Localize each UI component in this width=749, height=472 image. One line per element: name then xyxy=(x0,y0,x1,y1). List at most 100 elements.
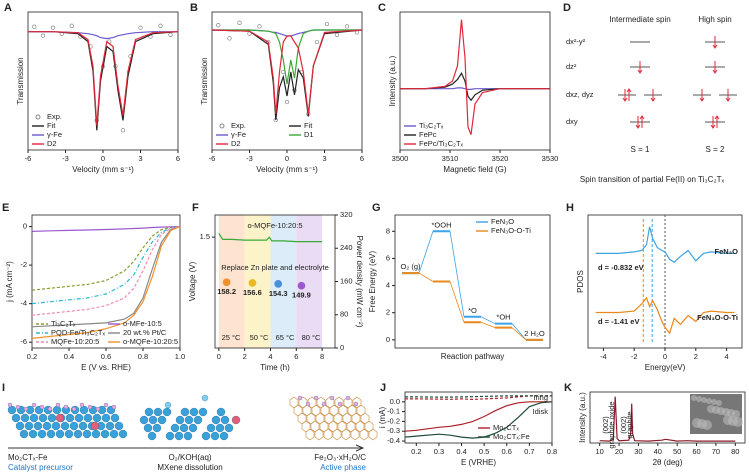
x-tick-label: 3510 xyxy=(442,154,459,163)
step-label: O₂ (g) xyxy=(401,262,421,271)
x-tick-label: 1.0 xyxy=(175,352,185,361)
atom xyxy=(7,402,13,408)
chart: E 0.2 0.4 0.6 0.8 1.0 -6 -4 -2 0 E (V vs. RHE) j (m… xyxy=(2,202,185,372)
caption: Spin transition of partial Fe(II) on Ti₃… xyxy=(580,175,725,184)
atom xyxy=(183,431,193,441)
orbital-label: dx²-y² xyxy=(566,37,586,46)
x-tick-label: 80 xyxy=(731,447,739,456)
annotation: FeN₃O xyxy=(715,247,739,256)
graphene-cell xyxy=(305,428,315,441)
atom xyxy=(231,415,241,425)
graphene-cell xyxy=(350,428,360,441)
atom xyxy=(19,429,29,439)
y-axis-label: Transmission xyxy=(200,57,209,104)
x-tick-label: 0 xyxy=(101,154,105,163)
x-tick-label: 0 xyxy=(663,352,667,361)
atom xyxy=(201,394,209,402)
y-axis-label: Intensity (a.u.) xyxy=(578,392,587,443)
data-label: 156.6 xyxy=(243,288,262,297)
step-label: *OH xyxy=(496,313,510,322)
atom xyxy=(92,413,102,423)
x-axis-label: Time (h) xyxy=(260,363,290,372)
x-tick-label: -3 xyxy=(62,154,69,163)
atom xyxy=(91,429,101,439)
legend-label: Fit xyxy=(304,121,313,130)
atom xyxy=(170,423,180,433)
chart: K 10 20 30 40 50 60 70 80 2θ (deg) Intensity (a.u.… xyxy=(564,382,746,467)
atom xyxy=(47,406,53,412)
atom xyxy=(69,421,79,431)
level-connector xyxy=(449,281,465,323)
atom xyxy=(152,423,162,433)
x-tick-label: 4 xyxy=(725,352,729,361)
x-tick-label: 3520 xyxy=(492,154,509,163)
y-tick-label: 4 xyxy=(386,281,390,290)
graphene-cell xyxy=(323,428,333,441)
atom xyxy=(65,413,75,423)
atom xyxy=(345,395,351,401)
series-line xyxy=(211,29,363,115)
orbital-label: dz² xyxy=(566,62,577,71)
annotation: 80 °C xyxy=(302,333,321,342)
x-axis-label: Magnetic field (G) xyxy=(443,165,506,174)
atom xyxy=(210,431,220,441)
y-tick-label: -0.3 xyxy=(387,426,400,435)
y-tick-label: 0 xyxy=(340,343,344,352)
chart: A -6 -3 0 3 6 Velocity (mm s⁻¹) Transmission Exp… xyxy=(4,2,180,174)
period-band xyxy=(296,215,323,348)
panel-label: D xyxy=(563,2,571,14)
orbital-label: dxz, dyz xyxy=(566,90,594,99)
stage-label: O₂/KOH(aq) xyxy=(168,453,211,462)
atom xyxy=(215,423,225,433)
atom xyxy=(313,395,319,401)
data-point xyxy=(227,36,232,41)
atom xyxy=(51,421,61,431)
sem-grain xyxy=(732,410,740,418)
atom xyxy=(60,421,70,431)
x-tick-label: 50 xyxy=(673,447,681,456)
x-tick-label: 0.7 xyxy=(524,447,534,456)
level-connector xyxy=(418,272,434,282)
x-tick-label: -6 xyxy=(209,154,216,163)
atom xyxy=(297,395,303,401)
graphene-cell xyxy=(332,428,342,441)
spin-state: S = 1 xyxy=(631,145,650,154)
series-line xyxy=(28,31,179,131)
column-title: High spin xyxy=(698,15,731,24)
panel-label: E xyxy=(2,202,9,214)
x-axis-label: 2θ (deg) xyxy=(653,458,683,467)
series-line xyxy=(28,31,179,126)
atom xyxy=(110,413,120,423)
atom xyxy=(157,415,167,425)
annotation: Idisk xyxy=(533,407,549,416)
series-line xyxy=(400,72,550,102)
atom xyxy=(147,431,157,441)
atom xyxy=(201,431,211,441)
x-tick-label: 0.4 xyxy=(64,352,74,361)
x-tick-label: 3530 xyxy=(542,154,559,163)
atom xyxy=(74,413,84,423)
atom xyxy=(63,404,69,410)
sem-grain xyxy=(702,420,712,430)
y-tick-label: 0.0 xyxy=(390,397,400,406)
atom xyxy=(46,429,56,439)
y2-axis-label: Power density (mW cm⁻²) xyxy=(355,236,364,328)
annotation: d = -0.832 eV xyxy=(598,263,644,272)
data-point xyxy=(216,23,221,28)
annotation: 50 °C xyxy=(250,333,269,342)
y-tick-label: -0.1 xyxy=(387,407,400,416)
sem-grain xyxy=(711,399,717,405)
x-tick-label: 40 xyxy=(654,447,662,456)
x-tick-label: 6 xyxy=(294,352,298,361)
y-tick-label: 0 xyxy=(386,335,390,344)
atom xyxy=(165,431,175,441)
x-tick-label: 2 xyxy=(243,352,247,361)
y-axis-label: Free Energy (eV) xyxy=(368,250,377,312)
level-connector xyxy=(480,316,496,324)
chart: C 3500 3510 3520 3530 Magnetic field (G) Inten… xyxy=(378,2,558,174)
legend-label: Ti₃C₂Tₓ xyxy=(51,319,76,328)
data-point xyxy=(158,23,163,28)
atom xyxy=(39,404,45,410)
legend-label: D2 xyxy=(231,139,241,148)
